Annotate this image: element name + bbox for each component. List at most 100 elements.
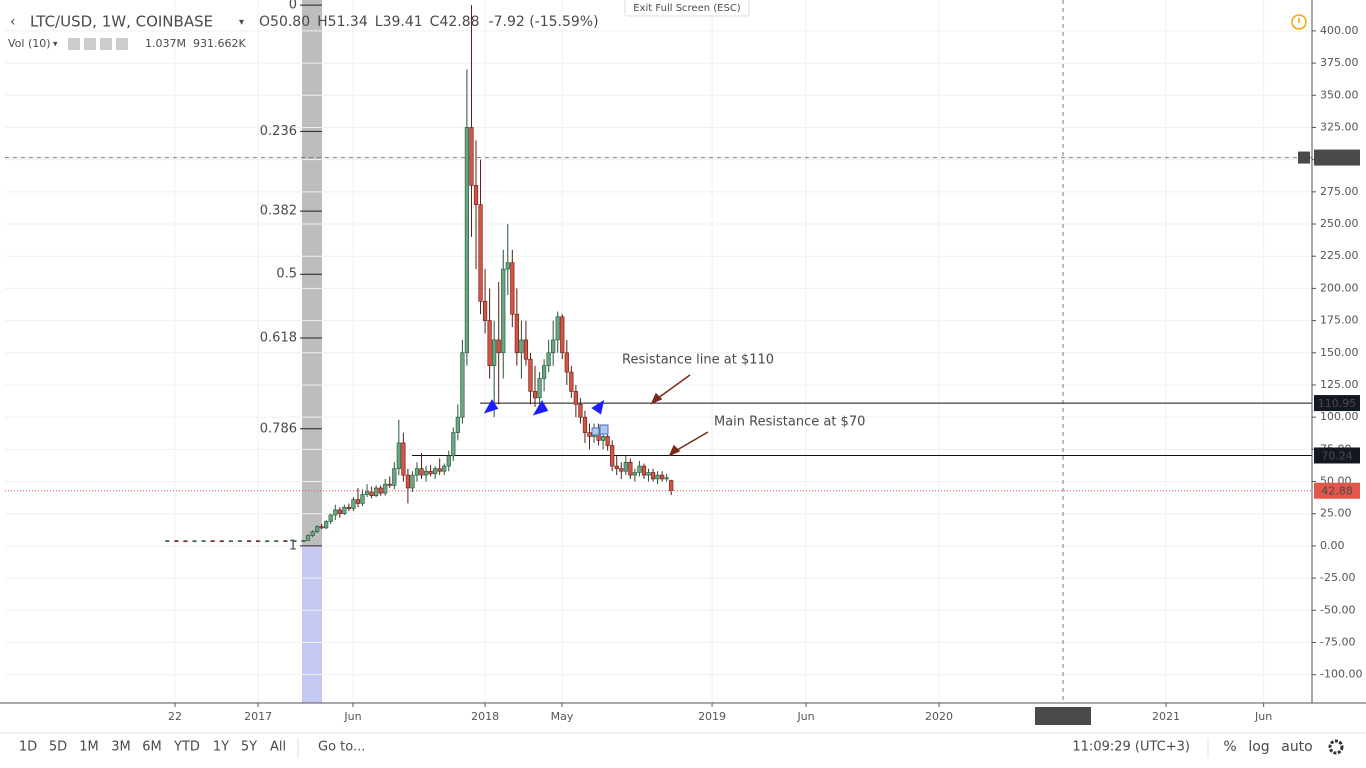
candle-body	[255, 540, 261, 543]
y-tick-label: 400.00	[1320, 24, 1359, 37]
settings-icon[interactable]	[1328, 739, 1344, 755]
candle-body	[292, 540, 297, 543]
candle-body	[478, 204, 483, 302]
range-button[interactable]: All	[270, 740, 286, 755]
candle-body	[414, 468, 420, 476]
candle-body	[419, 468, 424, 476]
x-tick-label: 2021	[1152, 710, 1180, 723]
x-tick-label: 2018	[471, 710, 499, 723]
candle-body	[646, 472, 651, 476]
range-button[interactable]: YTD	[173, 740, 200, 755]
candle-body	[605, 436, 610, 446]
y-tick-label: -75.00	[1320, 635, 1355, 648]
candle-body	[614, 465, 619, 469]
range-button[interactable]: 1D	[19, 740, 37, 755]
candle-body	[619, 468, 624, 472]
icon-eye[interactable]	[68, 38, 80, 50]
candle-body	[165, 540, 170, 542]
candle-body	[428, 470, 433, 475]
scale-option[interactable]: auto	[1281, 739, 1313, 755]
candle-body	[578, 403, 583, 418]
candle-body	[396, 442, 401, 469]
candle-body	[537, 378, 542, 399]
volume-value: 1.037M	[145, 37, 186, 50]
y-tick-label: 250.00	[1320, 217, 1359, 230]
exit-fullscreen[interactable]	[624, 0, 750, 17]
blue-arrow	[591, 399, 605, 415]
collapse-icon[interactable]: ‹	[10, 14, 16, 30]
scale-option[interactable]: log	[1248, 739, 1269, 755]
candle-body	[660, 474, 665, 480]
range-button[interactable]: 3M	[111, 740, 131, 755]
candle-body	[392, 468, 397, 486]
candle-body	[464, 127, 470, 354]
candle-body	[374, 487, 379, 497]
time-badge-label: 20 Jul '20	[1037, 710, 1088, 723]
candle-body	[274, 540, 279, 542]
range-button[interactable]: 6M	[142, 740, 162, 755]
candle-body	[369, 491, 374, 497]
ohlc-letter: H	[317, 14, 328, 30]
annotation: Resistance line at $110	[622, 353, 774, 368]
y-tick-label: 0.00	[1320, 539, 1345, 552]
candle-body	[487, 320, 492, 366]
candle-body	[387, 483, 392, 486]
fib-label: 1	[289, 538, 297, 553]
icon-close[interactable]	[116, 38, 128, 50]
x-tick-label: 22	[168, 710, 182, 723]
candle-body	[310, 531, 315, 536]
symbol[interactable]: LTC/USD, 1W, COINBASE	[30, 13, 213, 31]
candle-body	[219, 540, 224, 543]
volume-menu[interactable]: ▾	[53, 40, 58, 50]
y-tick-label: 150.00	[1320, 346, 1359, 359]
range-button[interactable]: 1Y	[213, 740, 229, 755]
price-badge-label: 42.88	[1321, 485, 1353, 498]
candle-body	[546, 352, 551, 366]
candle-body	[183, 540, 188, 543]
annotation: Main Resistance at $70	[714, 415, 865, 430]
arrow-head	[650, 392, 663, 405]
plot	[5, 0, 1312, 703]
candle-body	[460, 352, 465, 418]
candle-body	[560, 316, 565, 354]
time-badge	[1034, 707, 1091, 725]
icon-settings[interactable]	[84, 38, 96, 50]
candle-body	[210, 540, 215, 542]
fib-label: 0.5	[276, 267, 297, 282]
candle-body	[601, 436, 606, 441]
alert-icon[interactable]	[1291, 14, 1307, 30]
y-tick-label: 375.00	[1320, 56, 1359, 69]
y-tick-label: 325.00	[1320, 120, 1359, 133]
price-badge-label: 301.62	[1318, 152, 1357, 165]
candle-body	[265, 540, 270, 543]
candle-body	[623, 461, 628, 472]
scale-option[interactable]: %	[1223, 739, 1236, 755]
x-tick-label: Jun	[1254, 710, 1272, 723]
range-button[interactable]: 5D	[49, 740, 67, 755]
shape-marker	[591, 427, 600, 436]
candle-body	[328, 514, 333, 522]
candle-body	[283, 540, 288, 542]
goto-button[interactable]: Go to...	[318, 740, 365, 755]
ohlc-value: 42.88	[439, 14, 479, 30]
candle-body	[514, 313, 519, 354]
symbol-menu[interactable]: ▾	[239, 17, 244, 28]
range-button[interactable]: 1M	[79, 740, 99, 755]
y-tick-label: 200.00	[1320, 281, 1359, 294]
icon-add[interactable]	[100, 38, 112, 50]
range-button[interactable]: 5Y	[241, 740, 257, 755]
candle-body	[333, 509, 338, 516]
candle-body	[351, 499, 356, 509]
exit-fullscreen-text[interactable]: Exit Full Screen (ESC)	[633, 3, 741, 14]
candle-body	[346, 506, 351, 509]
candle-body	[469, 127, 474, 186]
ohlc-legend: O 50.80 H 51.34 L 39.41 C 42.88 -7.92 (-15.59%)	[259, 14, 599, 30]
candle-body	[301, 540, 306, 542]
x-tick-label: 2020	[925, 710, 953, 723]
price-badge	[1314, 447, 1360, 464]
candle-body	[501, 268, 506, 354]
candle-body	[355, 499, 361, 504]
candle-body	[437, 468, 442, 472]
